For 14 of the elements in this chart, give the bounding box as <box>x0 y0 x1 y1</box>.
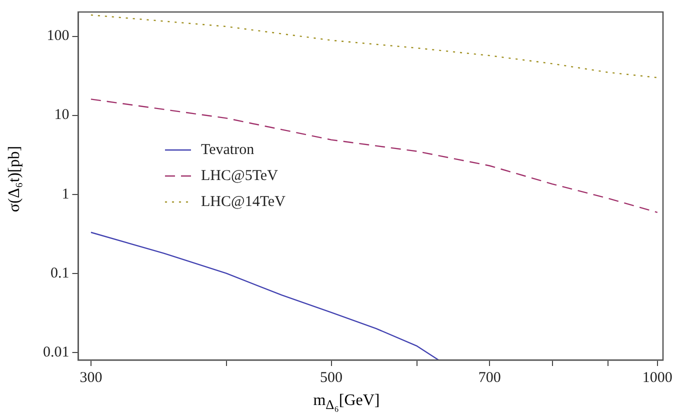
y-tick-label: 0.01 <box>43 344 70 360</box>
y-tick-label: 10 <box>54 107 70 124</box>
x-tick-label: 700 <box>478 370 501 386</box>
y-axis-title: σ(Δ₆t)[pb] <box>6 144 24 214</box>
x-axis-title: m$_{Δ₆}$[GeV] <box>312 392 381 414</box>
x-tick-label: 300 <box>80 370 102 386</box>
legend-label: LHC@5TeV <box>201 168 278 184</box>
legend-label: Tevatron <box>201 142 254 158</box>
legend-label: LHC@14TeV <box>201 194 286 210</box>
y-tick-label: 1 <box>62 186 70 202</box>
y-tick-label: 0.1 <box>50 265 70 282</box>
y-tick-label: 100 <box>46 28 70 44</box>
x-tick-label: 1000 <box>642 370 672 386</box>
x-tick-label: 500 <box>320 370 343 386</box>
